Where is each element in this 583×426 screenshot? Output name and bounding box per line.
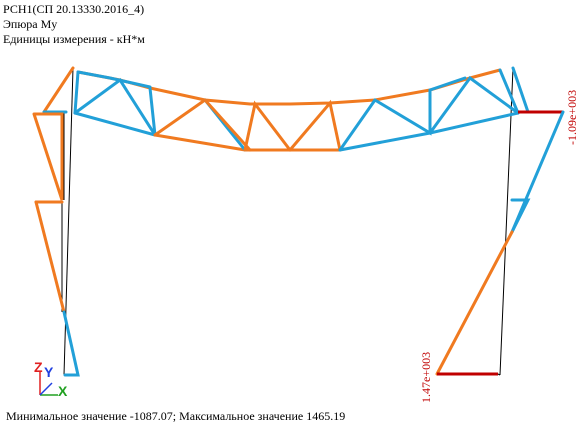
footer: Минимальное значение -1087.07; Максималь…	[6, 409, 345, 423]
axis-z: Z	[34, 359, 43, 375]
truss-diagram	[73, 68, 520, 152]
diagram-name: Эпюра My	[3, 17, 57, 31]
title: РСН1(СП 20.13330.2016_4)	[3, 2, 144, 16]
right-column-diagram	[435, 66, 565, 376]
left-column-diagram	[32, 66, 80, 377]
axis-x: X	[58, 383, 68, 399]
min-label: 1.47e+003	[419, 352, 433, 403]
axis-y: Y	[44, 364, 54, 380]
max-label: -1.09e+003	[565, 90, 579, 145]
axis-icon: Z Y X	[34, 359, 68, 399]
units: Единицы измерения - кН*м	[3, 32, 145, 46]
